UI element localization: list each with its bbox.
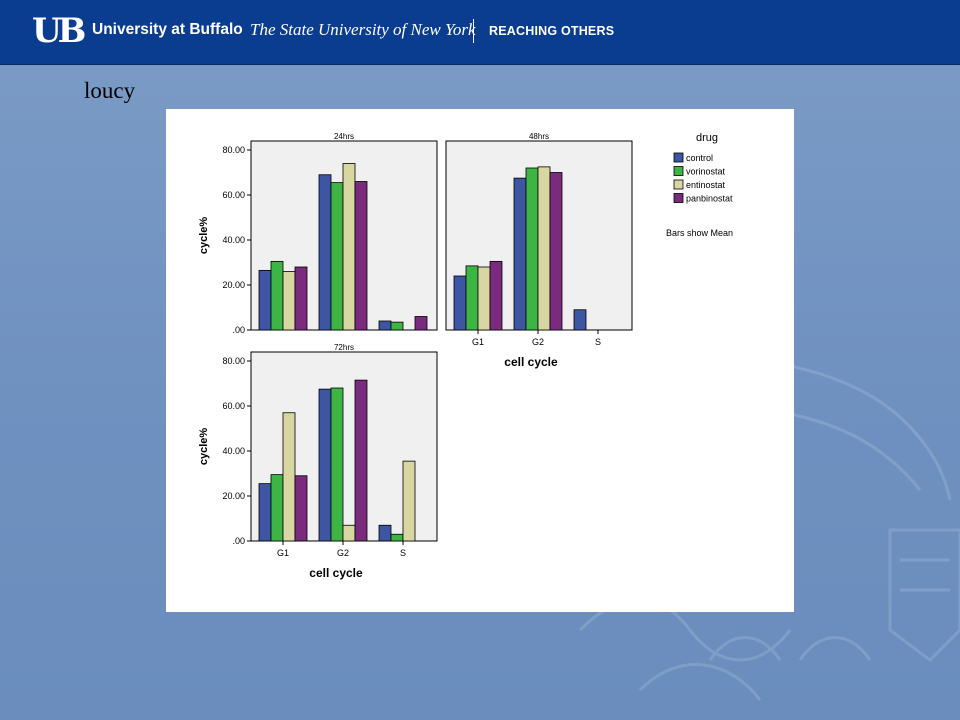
bar-entinostat-G1 — [477, 266, 491, 331]
y-tick-label: 40.00 — [222, 235, 245, 245]
bar-control-G2 — [318, 174, 332, 331]
bar-panbinostat-G2 — [354, 181, 368, 331]
bar-vorinostat-G2 — [525, 167, 539, 331]
bar-control-G2 — [318, 388, 332, 542]
y-tick-label: .00 — [232, 536, 245, 546]
slide-title: loucy — [84, 78, 136, 103]
bar-chart: 24hrs .00 20.00 40.00 60.00 80.00 cycle% 48hrs G… — [198, 132, 733, 580]
header-tagline: REACHING OTHERS — [489, 24, 615, 38]
legend-swatch-entinostat — [673, 179, 684, 190]
y-tick-label: 20.00 — [222, 280, 245, 290]
bar-control-S — [573, 309, 587, 331]
panel-title: 72hrs — [334, 343, 354, 352]
bar-entinostat-G2 — [342, 524, 356, 542]
bar-vorinostat-G1 — [270, 474, 284, 542]
legend-entry-vorinostat: vorinostat — [686, 167, 726, 177]
bar-panbinostat-G1 — [294, 475, 308, 542]
x-axis-label: cell cycle — [309, 566, 363, 580]
bar-panbinostat-S — [414, 316, 428, 331]
legend-entry-entinostat: entinostat — [686, 180, 726, 190]
bar-entinostat-G1 — [282, 412, 296, 542]
y-axis-label: cycle% — [198, 428, 210, 466]
header-divider — [473, 19, 474, 43]
y-tick-label: 60.00 — [222, 401, 245, 411]
legend-swatch-control — [673, 152, 684, 163]
bar-control-S — [378, 320, 392, 331]
bar-control-G1 — [258, 269, 272, 331]
bar-control-G2 — [513, 177, 527, 331]
bar-vorinostat-G2 — [330, 387, 344, 542]
y-tick-label: .00 — [232, 325, 245, 335]
x-tick-label: G1 — [277, 548, 289, 558]
x-tick-label: S — [400, 548, 406, 558]
bar-entinostat-G2 — [342, 163, 356, 331]
system-name: The State University of New York — [250, 20, 476, 39]
bar-control-G1 — [453, 275, 467, 331]
bar-entinostat-G2 — [537, 166, 551, 331]
bar-vorinostat-G1 — [465, 265, 479, 331]
x-tick-label: G2 — [337, 548, 349, 558]
ub-logo[interactable]: UB — [32, 11, 86, 51]
y-tick-label: 20.00 — [222, 491, 245, 501]
bar-vorinostat-S — [390, 321, 404, 331]
y-tick-label: 80.00 — [222, 356, 245, 366]
legend-swatch-vorinostat — [673, 166, 684, 176]
bar-control-G1 — [258, 483, 272, 542]
legend-entry-panbinostat: panbinostat — [686, 194, 733, 204]
x-tick-label: S — [595, 337, 601, 347]
x-tick-label: G1 — [472, 337, 484, 347]
bar-vorinostat-S — [390, 533, 404, 542]
university-name: University at Buffalo — [92, 21, 243, 38]
bar-panbinostat-G2 — [549, 172, 563, 331]
legend-note: Bars show Mean — [666, 228, 733, 238]
bar-vorinostat-G1 — [270, 260, 284, 331]
y-tick-label: 60.00 — [222, 190, 245, 200]
bar-vorinostat-G2 — [330, 182, 344, 331]
x-tick-label: G2 — [532, 337, 544, 347]
panel-title: 48hrs — [529, 132, 549, 141]
x-axis-label: cell cycle — [504, 355, 558, 369]
y-tick-label: 80.00 — [222, 145, 245, 155]
bar-control-S — [378, 524, 392, 542]
bar-panbinostat-G1 — [489, 260, 503, 331]
legend-title: drug — [696, 132, 718, 144]
y-tick-label: 40.00 — [222, 446, 245, 456]
legend-swatch-panbinostat — [673, 193, 684, 203]
legend-entry-control: control — [686, 153, 713, 163]
bar-panbinostat-G2 — [354, 379, 368, 542]
header-bar: UB University at Buffalo The State Unive… — [0, 0, 960, 65]
bar-panbinostat-G1 — [294, 266, 308, 331]
bar-entinostat-G1 — [282, 271, 296, 331]
y-axis-label: cycle% — [198, 217, 210, 255]
panel-title: 24hrs — [334, 132, 354, 141]
bar-entinostat-S — [402, 460, 416, 542]
chart-panel: 24hrs .00 20.00 40.00 60.00 80.00 cycle% 48hrs G… — [166, 109, 794, 612]
